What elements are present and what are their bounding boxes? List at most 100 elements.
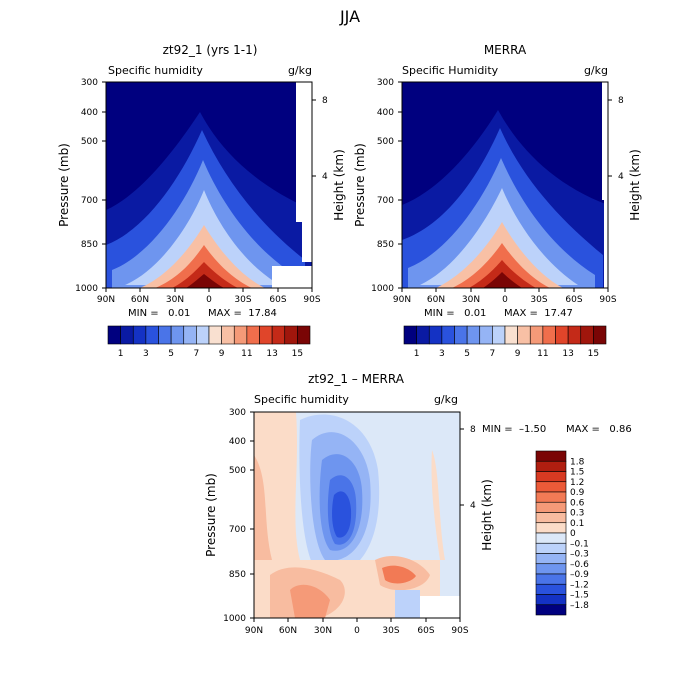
height-tick-label: 8	[322, 96, 328, 106]
y-tick-label: 1000	[371, 284, 394, 294]
colorbar-swatch	[535, 491, 567, 503]
panel-title: zt92_1 – MERRA	[308, 372, 405, 386]
x-tick-label: 60S	[417, 626, 434, 636]
x-axis-ticks: 90N 60N 30N 0 30S 60S 90S	[245, 618, 469, 636]
colorbar-swatch	[492, 325, 506, 345]
colorbar-label: 0.3	[570, 509, 584, 519]
colorbar-label: 0.1	[570, 519, 584, 529]
y-tick-label: 850	[377, 240, 394, 250]
y-tick-label: 400	[81, 108, 98, 118]
y-tick-label: 500	[229, 466, 246, 476]
y-tick-label: 1000	[223, 614, 246, 624]
right-axis: 8 4	[312, 96, 328, 182]
y-axis-ticks: 300 400 500 700 850 1000	[223, 408, 254, 624]
y-axis-ticks: 300 400 500 700 850 1000	[371, 78, 402, 294]
colorbar-label: 0.9	[570, 488, 585, 498]
y-axis-label: Pressure (mb)	[353, 143, 367, 227]
colorbar-swatch	[535, 604, 567, 616]
y-tick-label: 850	[229, 570, 246, 580]
colorbar-label: –0.1	[570, 539, 589, 549]
figure-title: JJA	[339, 7, 360, 26]
colorbar-label: 7	[194, 349, 200, 359]
colorbar-swatch	[535, 501, 567, 513]
colorbar-swatch	[535, 522, 567, 534]
colorbar-swatch	[208, 325, 222, 345]
colorbar-swatch	[535, 542, 567, 554]
max-text: MAX = 17.84	[208, 308, 277, 319]
colorbar-swatch	[479, 325, 493, 345]
y-axis-ticks: 300 400 500 700 850 1000	[75, 78, 106, 294]
colorbar-swatch	[535, 563, 567, 575]
panel-difference: zt92_1 – MERRA Specific humidity g/kg	[204, 372, 632, 636]
height-tick-label: 4	[618, 172, 624, 182]
x-tick-label: 60N	[427, 295, 445, 305]
right-axis-label: Height (km)	[480, 479, 494, 550]
colorbar-label: 1.5	[570, 468, 584, 478]
max-text: MAX = 0.86	[566, 424, 632, 435]
colorbar-swatch	[246, 325, 260, 345]
colorbar-swatch	[535, 532, 567, 544]
colorbar-swatch	[259, 325, 273, 345]
colorbar-label: 15	[588, 349, 599, 359]
x-tick-label: 60N	[279, 626, 297, 636]
colorbar-swatch	[535, 573, 567, 585]
x-tick-label: 30S	[530, 295, 547, 305]
colorbar-label: 3	[439, 349, 445, 359]
variable-label: Specific humidity	[108, 64, 203, 77]
colorbar-swatch	[403, 325, 417, 345]
colorbar-label: 0.6	[570, 498, 585, 508]
height-tick-label: 8	[470, 425, 476, 435]
variable-label: Specific Humidity	[402, 64, 499, 77]
y-tick-label: 400	[377, 108, 394, 118]
colorbar-label: 1.8	[570, 457, 585, 467]
panel-title: MERRA	[484, 43, 527, 57]
y-tick-label: 500	[81, 137, 98, 147]
colorbar-label: –0.9	[570, 570, 589, 580]
colorbar-swatch	[466, 325, 481, 345]
y-axis-label: Pressure (mb)	[57, 143, 71, 227]
y-tick-label: 700	[81, 196, 98, 206]
y-tick-label: 700	[377, 196, 394, 206]
colorbar-swatch	[535, 460, 567, 472]
x-tick-label: 90N	[393, 295, 411, 305]
colorbar-label: –1.8	[570, 601, 589, 611]
x-tick-label: 60S	[269, 295, 286, 305]
x-tick-label: 90S	[599, 295, 616, 305]
colorbar-label: –1.2	[570, 580, 589, 590]
x-tick-label: 30N	[314, 626, 332, 636]
colorbar-swatch	[567, 325, 582, 345]
min-text: MIN = 0.01	[128, 308, 190, 319]
y-tick-label: 850	[81, 240, 98, 250]
colorbar-label: 9	[515, 349, 521, 359]
right-axis-label: Height (km)	[332, 149, 346, 220]
y-tick-label: 400	[229, 437, 246, 447]
colorbar-swatch	[297, 325, 311, 345]
colorbar-swatch	[132, 325, 147, 345]
colorbar-label: 1	[414, 349, 420, 359]
min-text: MIN = –1.50	[482, 424, 546, 435]
colorbar-label: –0.3	[570, 550, 589, 560]
y-tick-label: 500	[377, 137, 394, 147]
colorbar-label: 1	[118, 349, 124, 359]
y-axis-label: Pressure (mb)	[204, 473, 218, 557]
height-tick-label: 8	[618, 96, 624, 106]
colorbar-label: 3	[143, 349, 149, 359]
x-tick-label: 90N	[245, 626, 263, 636]
x-tick-label: 0	[502, 295, 508, 305]
colorbar: 1.81.51.20.90.60.30.10–0.1–0.3–0.6–0.9–1…	[535, 450, 589, 616]
plot-field	[254, 412, 460, 618]
colorbar-label: 13	[562, 349, 573, 359]
x-axis-ticks: 90N 60N 30N 0 30S 60S 90S	[393, 288, 617, 305]
x-tick-label: 0	[206, 295, 212, 305]
x-tick-label: 60S	[565, 295, 582, 305]
colorbar-label: 5	[464, 349, 470, 359]
colorbar-label: 1.2	[570, 478, 584, 488]
colorbar-swatch	[593, 325, 607, 345]
colorbar-label: 0	[570, 529, 576, 539]
colorbar: 1 3 5 7 9 11 13 15	[403, 325, 607, 359]
colorbar-swatch	[145, 325, 159, 345]
y-tick-label: 1000	[75, 284, 98, 294]
colorbar-swatch	[535, 512, 567, 524]
colorbar-swatch	[233, 325, 248, 345]
